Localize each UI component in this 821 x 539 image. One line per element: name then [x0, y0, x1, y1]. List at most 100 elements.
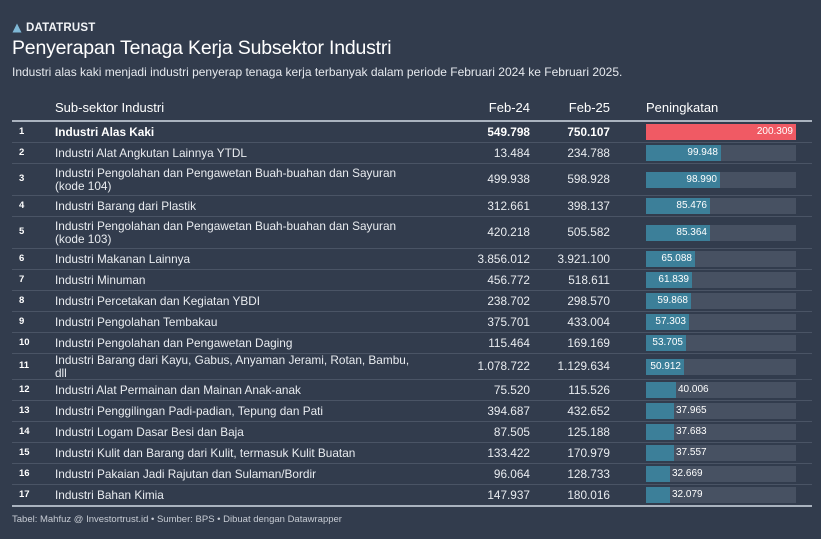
row-feb24-value: 499.938 [427, 163, 530, 196]
row-subsector-name: Industri Kulit dan Barang dari Kulit, te… [55, 442, 427, 464]
row-subsector-name: Industri Minuman [55, 269, 427, 291]
row-feb24-value: 13.484 [427, 142, 530, 164]
row-increase-cell: 98.990 [646, 163, 812, 196]
col-header-subsector[interactable]: Sub-sektor Industri [55, 95, 427, 122]
row-feb25-value: 115.526 [530, 379, 610, 401]
table-row: 17 Industri Bahan Kimia 147.937 180.016 32.0… [12, 484, 812, 507]
increase-bar-label: 37.557 [676, 447, 707, 458]
increase-bar-label: 57.303 [655, 316, 686, 327]
increase-bar-label: 98.990 [686, 173, 717, 185]
row-spacer [610, 332, 646, 354]
table-body: 1 Industri Alas Kaki 549.798 750.107 200.309… [12, 121, 812, 507]
row-spacer [610, 290, 646, 312]
row-increase-cell: 99.948 [646, 142, 812, 164]
row-feb24-value: 238.702 [427, 290, 530, 312]
row-subsector-name: Industri Pengolahan dan Pengawetan Buah-… [55, 216, 427, 249]
increase-bar [646, 198, 710, 214]
brand: DATATRUST [12, 21, 811, 35]
increase-bar [646, 382, 676, 398]
increase-bar-label: 85.364 [676, 226, 707, 238]
increase-bar-track: 40.006 [646, 382, 796, 398]
table-row: 7 Industri Minuman 456.772 518.611 61.839 [12, 269, 812, 291]
increase-bar-label: 37.683 [676, 426, 707, 437]
col-header-rank [12, 95, 55, 122]
increase-bar [646, 251, 695, 267]
increase-bar-label: 59.868 [657, 295, 688, 306]
col-header-spacer [610, 95, 646, 122]
increase-bar-track: 37.965 [646, 403, 796, 419]
table-row: 2 Industri Alat Angkutan Lainnya YTDL 13.4… [12, 142, 812, 164]
col-header-increase[interactable]: Peningkatan [646, 95, 812, 122]
row-feb25-value: 128.733 [530, 463, 610, 485]
col-header-feb25[interactable]: Feb-25 [530, 95, 610, 122]
row-rank: 4 [12, 195, 55, 217]
row-subsector-name: Industri Alas Kaki [55, 121, 427, 143]
row-feb24-value: 115.464 [427, 332, 530, 354]
row-feb25-value: 598.928 [530, 163, 610, 196]
increase-bar-label: 99.948 [687, 147, 718, 158]
table-row: 12 Industri Alat Permainan dan Mainan Ana… [12, 379, 812, 401]
row-increase-cell: 32.079 [646, 484, 812, 507]
table-row: 15 Industri Kulit dan Barang dari Kulit, … [12, 442, 812, 464]
row-increase-cell: 65.088 [646, 248, 812, 270]
increase-bar-track: 50.912 [646, 358, 796, 375]
row-increase-cell: 57.303 [646, 311, 812, 333]
row-subsector-name: Industri Bahan Kimia [55, 484, 427, 507]
increase-bar [646, 145, 721, 161]
row-feb25-value: 518.611 [530, 269, 610, 291]
row-subsector-name: Industri Pakaian Jadi Rajutan dan Sulama… [55, 463, 427, 485]
increase-bar [646, 314, 689, 330]
row-feb25-value: 750.107 [530, 121, 610, 143]
increase-bar-track: 57.303 [646, 314, 796, 330]
increase-bar-track: 85.364 [646, 224, 796, 241]
row-spacer [610, 353, 646, 380]
page-title: Penyerapan Tenaga Kerja Subsektor Indust… [12, 37, 392, 59]
increase-bar-track: 37.683 [646, 424, 796, 440]
row-spacer [610, 195, 646, 217]
row-rank: 13 [12, 400, 55, 422]
row-increase-cell: 32.669 [646, 463, 812, 485]
row-feb24-value: 75.520 [427, 379, 530, 401]
increase-bar-track: 59.868 [646, 293, 796, 309]
row-rank: 7 [12, 269, 55, 291]
increase-bar-label: 200.309 [756, 126, 793, 137]
row-feb25-value: 398.137 [530, 195, 610, 217]
increase-bar [646, 224, 710, 241]
row-feb24-value: 87.505 [427, 421, 530, 443]
row-increase-cell: 53.705 [646, 332, 812, 354]
row-rank: 12 [12, 379, 55, 401]
row-spacer [610, 463, 646, 485]
table-row: 3 Industri Pengolahan dan Pengawetan Buah… [12, 163, 812, 196]
brand-name: DATATRUST [26, 22, 96, 34]
header: DATATRUST Penyerapan Tenaga Kerja Subsek… [12, 21, 811, 80]
row-increase-cell: 37.683 [646, 421, 812, 443]
increase-bar-track: 98.990 [646, 171, 796, 188]
row-rank: 11 [12, 353, 55, 380]
col-header-feb24[interactable]: Feb-24 [427, 95, 530, 122]
increase-bar-track: 61.839 [646, 272, 796, 288]
row-rank: 10 [12, 332, 55, 354]
row-feb24-value: 312.661 [427, 195, 530, 217]
increase-bar-track: 53.705 [646, 335, 796, 351]
row-rank: 9 [12, 311, 55, 333]
increase-bar [646, 466, 670, 482]
row-spacer [610, 421, 646, 443]
row-subsector-name: Industri Logam Dasar Besi dan Baja [55, 421, 427, 443]
row-feb24-value: 420.218 [427, 216, 530, 249]
row-subsector-name: Industri Makanan Lainnya [55, 248, 427, 270]
row-feb24-value: 375.701 [427, 311, 530, 333]
row-increase-cell: 200.309 [646, 121, 812, 143]
row-feb25-value: 505.582 [530, 216, 610, 249]
table-row: 13 Industri Penggilingan Padi-padian, Tep… [12, 400, 812, 422]
table-row: 16 Industri Pakaian Jadi Rajutan dan Sula… [12, 463, 812, 485]
row-feb25-value: 1.129.634 [530, 353, 610, 380]
row-rank: 8 [12, 290, 55, 312]
row-feb25-value: 125.188 [530, 421, 610, 443]
row-rank: 3 [12, 163, 55, 196]
increase-bar [646, 171, 720, 188]
row-rank: 6 [12, 248, 55, 270]
increase-bar [646, 293, 691, 309]
table-row: 14 Industri Logam Dasar Besi dan Baja 87.5… [12, 421, 812, 443]
row-spacer [610, 400, 646, 422]
row-spacer [610, 142, 646, 164]
